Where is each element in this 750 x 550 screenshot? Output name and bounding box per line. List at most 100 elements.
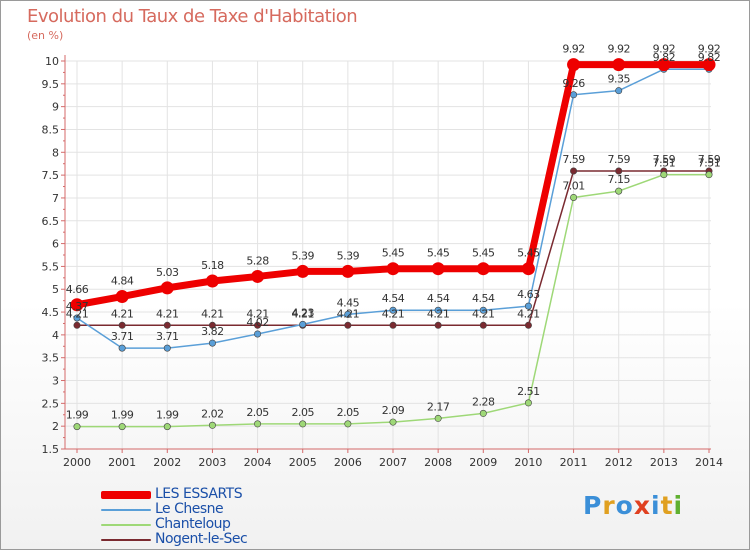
logo-letter: r bbox=[602, 491, 616, 520]
data-point bbox=[115, 290, 129, 304]
data-point bbox=[434, 414, 442, 422]
data-point bbox=[476, 262, 490, 276]
legend-swatch bbox=[101, 508, 151, 511]
data-point bbox=[570, 193, 578, 201]
data-label: 4.21 bbox=[66, 307, 89, 320]
y-tick-label: 8.5 bbox=[42, 123, 60, 136]
y-tick-label: 7.5 bbox=[42, 169, 60, 182]
x-tick-label: 2011 bbox=[560, 456, 588, 469]
data-point bbox=[431, 262, 445, 276]
data-label: 2.51 bbox=[517, 385, 540, 398]
legend-item: Nogent-le-Sec bbox=[101, 532, 248, 547]
data-point bbox=[118, 423, 126, 431]
data-point bbox=[118, 344, 126, 352]
y-tick-label: 2.5 bbox=[42, 397, 60, 410]
data-label: 4.45 bbox=[337, 296, 360, 309]
data-point bbox=[702, 58, 716, 72]
data-label: 4.02 bbox=[246, 316, 269, 329]
data-point bbox=[341, 264, 355, 278]
data-label: 7.01 bbox=[562, 179, 585, 192]
data-label: 4.54 bbox=[382, 292, 405, 305]
data-point bbox=[299, 320, 307, 328]
logo-letter: x bbox=[633, 491, 651, 520]
data-label: 5.45 bbox=[472, 247, 495, 260]
y-tick-label: 6.5 bbox=[42, 215, 60, 228]
data-label: 7.51 bbox=[653, 157, 676, 170]
data-point bbox=[386, 262, 400, 276]
data-point bbox=[479, 409, 487, 417]
data-label: 7.51 bbox=[698, 157, 721, 170]
data-label: 7.59 bbox=[562, 153, 585, 166]
logo-letter: P bbox=[583, 491, 603, 520]
data-point bbox=[612, 58, 626, 72]
data-point bbox=[254, 420, 262, 428]
x-tick-label: 2000 bbox=[63, 456, 91, 469]
x-tick-label: 2012 bbox=[605, 456, 633, 469]
y-tick-label: 3.5 bbox=[42, 352, 60, 365]
data-label: 4.54 bbox=[427, 292, 450, 305]
data-label: 4.63 bbox=[517, 288, 540, 301]
data-label: 2.05 bbox=[246, 406, 269, 419]
y-tick-label: 9.5 bbox=[42, 78, 60, 91]
legend-label: Le Chesne bbox=[155, 501, 224, 517]
legend-swatch bbox=[101, 523, 151, 526]
data-point bbox=[73, 321, 81, 329]
y-tick-label: 8 bbox=[52, 146, 59, 159]
x-tick-label: 2002 bbox=[153, 456, 181, 469]
legend-swatch bbox=[101, 490, 151, 499]
data-point bbox=[208, 321, 216, 329]
data-label: 5.45 bbox=[427, 247, 450, 260]
x-tick-label: 2008 bbox=[424, 456, 452, 469]
data-label: 9.35 bbox=[607, 73, 630, 86]
data-point bbox=[570, 91, 578, 99]
data-point bbox=[615, 167, 623, 175]
data-label: 2.17 bbox=[427, 400, 450, 413]
data-point bbox=[524, 399, 532, 407]
data-point bbox=[389, 418, 397, 426]
data-label: 4.66 bbox=[66, 283, 89, 296]
data-label: 3.71 bbox=[156, 330, 179, 343]
data-point bbox=[657, 58, 671, 72]
logo-letter: o bbox=[615, 491, 634, 520]
data-label: 9.92 bbox=[653, 43, 676, 56]
data-label: 4.21 bbox=[337, 307, 360, 320]
data-label: 4.21 bbox=[517, 307, 540, 320]
x-tick-label: 2009 bbox=[469, 456, 497, 469]
data-point bbox=[254, 330, 262, 338]
logo-letter: i bbox=[673, 491, 684, 520]
data-point bbox=[389, 321, 397, 329]
data-label: 9.82 bbox=[698, 51, 721, 64]
data-point bbox=[705, 171, 713, 179]
proxiti-logo: Proxiti bbox=[583, 491, 683, 520]
data-label: 3.82 bbox=[201, 325, 224, 338]
data-point bbox=[73, 314, 81, 322]
y-tick-label: 5.5 bbox=[42, 260, 60, 273]
data-label: 3.71 bbox=[111, 330, 134, 343]
x-tick-label: 2003 bbox=[198, 456, 226, 469]
data-point bbox=[163, 321, 171, 329]
data-label: 4.21 bbox=[291, 307, 314, 320]
legend-item: Chanteloup bbox=[101, 517, 247, 532]
data-label: 5.39 bbox=[337, 249, 360, 262]
data-point bbox=[434, 321, 442, 329]
data-point bbox=[479, 321, 487, 329]
data-point bbox=[524, 302, 532, 310]
data-label: 4.21 bbox=[427, 307, 450, 320]
logo-letter: t bbox=[660, 491, 674, 520]
data-point bbox=[208, 421, 216, 429]
data-label: 9.92 bbox=[562, 43, 585, 56]
data-point bbox=[615, 87, 623, 95]
data-point bbox=[118, 321, 126, 329]
x-tick-label: 2014 bbox=[695, 456, 723, 469]
data-label: 7.59 bbox=[607, 153, 630, 166]
legend-label: LES ESSARTS bbox=[155, 486, 243, 502]
y-tick-label: 7 bbox=[52, 192, 59, 205]
line-chart: 1.5 2 2.5 3 3.5 4 4.5 5 5.5 6 6.5 7 7.5 8 8.5 9 9.5 10 200… bbox=[42, 43, 724, 469]
data-label: 7.59 bbox=[653, 153, 676, 166]
data-label: 4.21 bbox=[472, 307, 495, 320]
y-tick-label: 6 bbox=[52, 238, 59, 251]
data-label: 9.92 bbox=[607, 43, 630, 56]
data-point bbox=[70, 298, 84, 312]
data-point bbox=[163, 344, 171, 352]
data-point bbox=[205, 274, 219, 288]
